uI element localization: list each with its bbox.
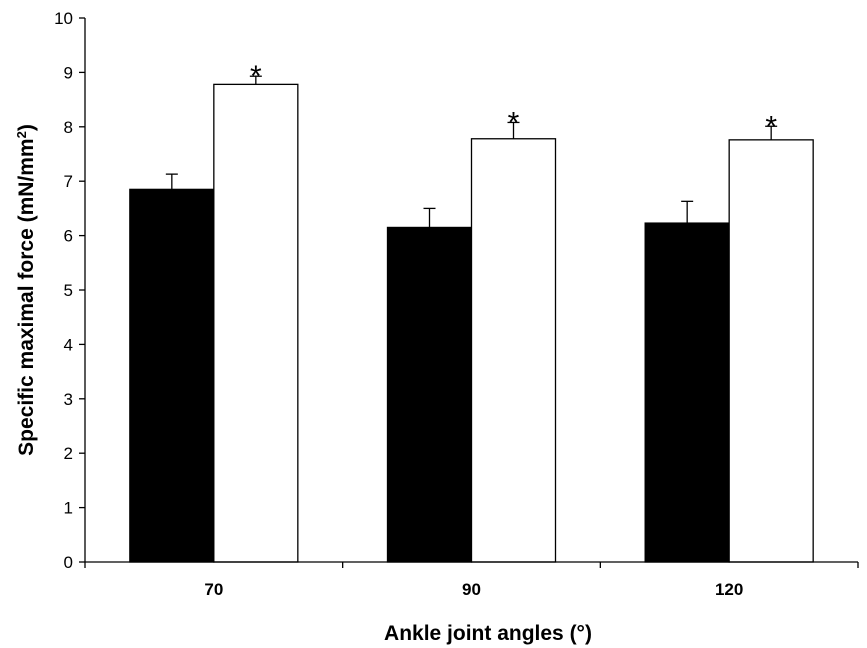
- y-tick-label: 2: [64, 444, 73, 463]
- x-tick-label: 90: [462, 580, 481, 599]
- bar: [129, 188, 215, 563]
- x-tick-label: 120: [715, 580, 743, 599]
- y-axis-title-end: ): [15, 124, 38, 131]
- y-tick-label: 7: [64, 172, 73, 191]
- significance-marker: *: [250, 60, 262, 93]
- y-tick-label: 3: [64, 390, 73, 409]
- y-tick-label: 1: [64, 499, 73, 518]
- bar: [470, 138, 557, 563]
- bar: [386, 226, 473, 563]
- y-tick-label: 0: [64, 553, 73, 572]
- y-tick-label: 8: [64, 118, 73, 137]
- y-axis-title-superscript: 2: [14, 131, 29, 138]
- y-axis-title: Specific maximal force (mN/mm2): [14, 124, 39, 456]
- bar: [728, 139, 814, 563]
- y-axis-title-main: Specific maximal force (mN/mm: [15, 138, 38, 455]
- bar: [213, 83, 299, 563]
- plot-area: * * *: [129, 60, 814, 563]
- x-axis-title: Ankle joint angles (°): [384, 622, 592, 645]
- y-tick-label: 9: [64, 63, 73, 82]
- y-tick-label: 5: [64, 281, 73, 300]
- significance-marker: *: [508, 106, 520, 139]
- y-tick-label: 10: [54, 9, 73, 28]
- y-tick-label: 6: [64, 227, 73, 246]
- y-tick-label: 4: [64, 335, 73, 354]
- x-tick-label: 70: [204, 580, 223, 599]
- axes: 0 1 2 3 4 5 6 7 8 9 10 70 90 120: [54, 9, 859, 599]
- bar: [644, 222, 730, 563]
- significance-marker: *: [765, 110, 777, 143]
